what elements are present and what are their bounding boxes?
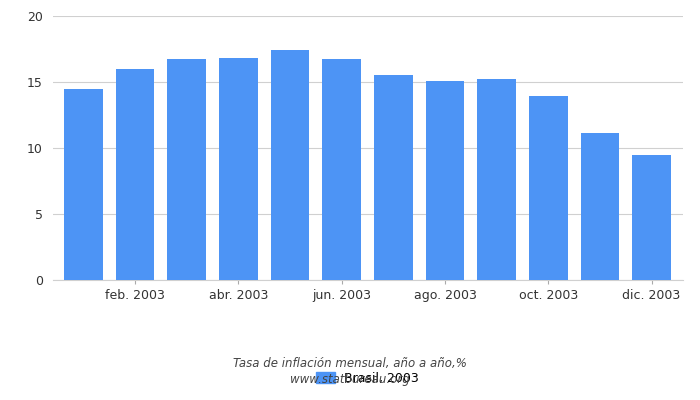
Text: Tasa de inflación mensual, año a año,%: Tasa de inflación mensual, año a año,% — [233, 358, 467, 370]
Text: www.statbureau.org: www.statbureau.org — [290, 373, 410, 386]
Bar — [219, 58, 258, 280]
Bar — [632, 155, 671, 280]
Bar — [529, 96, 568, 280]
Bar — [271, 50, 309, 280]
Bar — [477, 79, 516, 280]
Bar — [167, 59, 206, 280]
Bar — [64, 88, 103, 280]
Bar — [426, 81, 464, 280]
Bar — [116, 69, 155, 280]
Bar — [580, 134, 620, 280]
Bar — [374, 75, 413, 280]
Legend: Brasil, 2003: Brasil, 2003 — [316, 372, 419, 385]
Bar — [322, 59, 361, 280]
